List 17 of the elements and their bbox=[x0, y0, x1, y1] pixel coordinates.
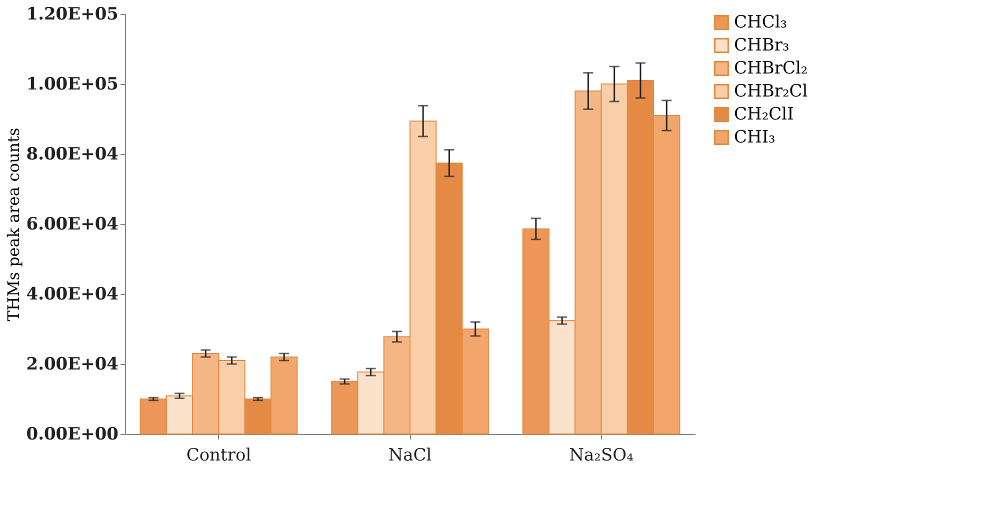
y-tick-label: 2.00E+04 bbox=[26, 354, 119, 374]
y-tick-label: 1.20E+05 bbox=[26, 4, 118, 24]
x-tick-label: Control bbox=[186, 446, 252, 466]
y-tick-label: 4.00E+04 bbox=[26, 284, 119, 304]
legend-label: CHCl₃ bbox=[734, 12, 788, 32]
legend-label: CHBr₃ bbox=[734, 36, 790, 56]
x-tick-label: NaCl bbox=[388, 446, 432, 466]
y-tick-label: 1.00E+05 bbox=[26, 74, 118, 94]
y-axis-title: THMs peak area counts bbox=[4, 128, 24, 322]
y-tick-label: 8.00E+04 bbox=[26, 144, 119, 164]
y-tick-label: 0.00E+00 bbox=[26, 424, 119, 444]
legend-label: CHI₃ bbox=[734, 128, 776, 148]
legend-label: CH₂ClI bbox=[734, 104, 794, 124]
legend-label: CHBrCl₂ bbox=[734, 58, 808, 78]
y-tick-label: 6.00E+04 bbox=[26, 214, 119, 234]
x-tick-label: Na₂SO₄ bbox=[569, 446, 634, 466]
legend-label: CHBr₂Cl bbox=[734, 82, 808, 102]
